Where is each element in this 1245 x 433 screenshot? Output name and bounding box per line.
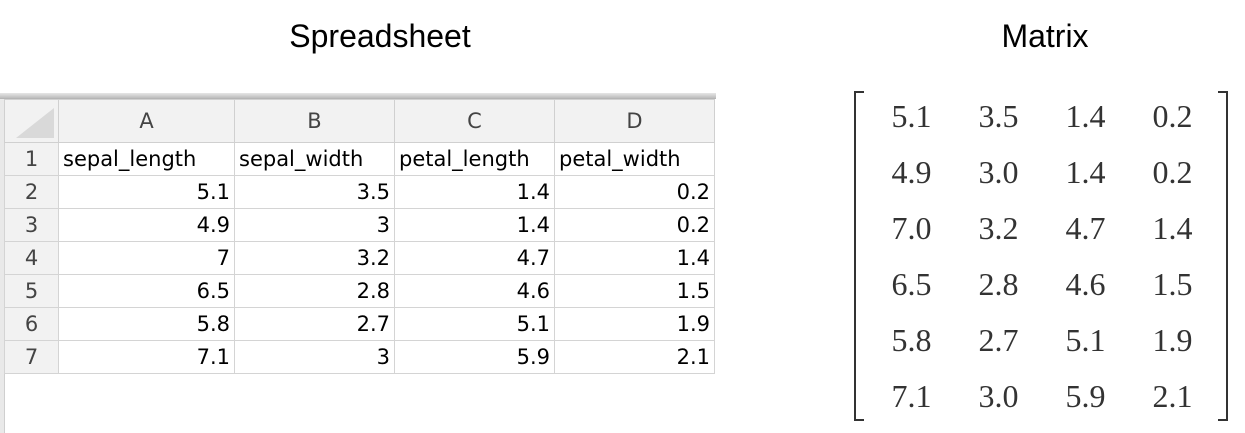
matrix-entry: 2.8 <box>978 265 1019 302</box>
cell[interactable]: sepal_width <box>234 142 395 176</box>
row-number[interactable]: 4 <box>4 241 59 275</box>
matrix-entry: 7.0 <box>891 209 932 246</box>
cell[interactable]: 5.1 <box>58 175 235 209</box>
cell[interactable]: 4.9 <box>58 208 235 242</box>
cell[interactable]: 3.5 <box>234 175 395 209</box>
cell[interactable]: 1.4 <box>394 175 555 209</box>
right-bracket <box>1218 91 1228 421</box>
cell[interactable]: 1.5 <box>554 274 715 308</box>
row-number[interactable]: 7 <box>4 340 59 374</box>
row-number[interactable]: 5 <box>4 274 59 308</box>
matrix-entry: 6.5 <box>891 265 932 302</box>
cell[interactable]: 0.2 <box>554 175 715 209</box>
cell[interactable]: 1.4 <box>554 241 715 275</box>
cell[interactable]: 5.8 <box>58 307 235 341</box>
table-row: 4 7 3.2 4.7 1.4 <box>4 241 715 275</box>
table-row: 7 7.1 3 5.9 2.1 <box>4 340 715 374</box>
cell[interactable]: 7.1 <box>58 340 235 374</box>
column-header-a[interactable]: A <box>58 99 235 143</box>
matrix-entry: 3.0 <box>978 377 1019 414</box>
matrix-entry: 5.1 <box>1065 321 1106 358</box>
matrix-entry: 5.1 <box>891 97 932 134</box>
cell[interactable]: 5.1 <box>394 307 555 341</box>
table-row: 6 5.8 2.7 5.1 1.9 <box>4 307 715 341</box>
matrix-values: 5.1 3.5 1.4 0.2 4.9 3.0 1.4 0.2 7.0 3.2 … <box>868 88 1216 424</box>
cell[interactable]: 4.6 <box>394 274 555 308</box>
matrix-entry: 2.1 <box>1152 377 1193 414</box>
row-number[interactable]: 6 <box>4 307 59 341</box>
cell[interactable]: 3 <box>234 340 395 374</box>
table-row: 3 4.9 3 1.4 0.2 <box>4 208 715 242</box>
matrix-row: 5.8 2.7 5.1 1.9 <box>868 312 1216 368</box>
matrix: 5.1 3.5 1.4 0.2 4.9 3.0 1.4 0.2 7.0 3.2 … <box>850 88 1232 422</box>
table-row: 1 sepal_length sepal_width petal_length … <box>4 142 715 176</box>
cell[interactable]: 6.5 <box>58 274 235 308</box>
cell[interactable]: 1.4 <box>394 208 555 242</box>
spreadsheet: A B C D 1 sepal_length sepal_width petal… <box>0 93 720 433</box>
matrix-entry: 3.5 <box>978 97 1019 134</box>
matrix-entry: 7.1 <box>891 377 932 414</box>
spreadsheet-grid: A B C D 1 sepal_length sepal_width petal… <box>4 99 715 374</box>
cell[interactable]: 4.7 <box>394 241 555 275</box>
matrix-entry: 5.9 <box>1065 377 1106 414</box>
matrix-row: 6.5 2.8 4.6 1.5 <box>868 256 1216 312</box>
cell[interactable]: 3.2 <box>234 241 395 275</box>
matrix-entry: 1.5 <box>1152 265 1193 302</box>
column-header-row: A B C D <box>4 99 715 143</box>
matrix-entry: 5.8 <box>891 321 932 358</box>
table-row: 2 5.1 3.5 1.4 0.2 <box>4 175 715 209</box>
cell[interactable]: petal_length <box>394 142 555 176</box>
cell[interactable]: 2.7 <box>234 307 395 341</box>
matrix-entry: 3.0 <box>978 153 1019 190</box>
matrix-entry: 1.4 <box>1152 209 1193 246</box>
matrix-entry: 4.7 <box>1065 209 1106 246</box>
matrix-entry: 0.2 <box>1152 153 1193 190</box>
matrix-row: 5.1 3.5 1.4 0.2 <box>868 88 1216 144</box>
matrix-row: 4.9 3.0 1.4 0.2 <box>868 144 1216 200</box>
matrix-entry: 4.9 <box>891 153 932 190</box>
matrix-entry: 2.7 <box>978 321 1019 358</box>
cell[interactable]: 0.2 <box>554 208 715 242</box>
matrix-heading: Matrix <box>1001 18 1089 54</box>
cell[interactable]: 3 <box>234 208 395 242</box>
matrix-row: 7.1 3.0 5.9 2.1 <box>868 368 1216 424</box>
cell[interactable]: sepal_length <box>58 142 235 176</box>
column-header-c[interactable]: C <box>394 99 555 143</box>
matrix-entry: 3.2 <box>978 209 1019 246</box>
cell[interactable]: 7 <box>58 241 235 275</box>
matrix-entry: 0.2 <box>1152 97 1193 134</box>
cell[interactable]: 2.8 <box>234 274 395 308</box>
cell[interactable]: petal_width <box>554 142 715 176</box>
matrix-entry: 1.4 <box>1065 153 1106 190</box>
matrix-entry: 1.4 <box>1065 97 1106 134</box>
row-number[interactable]: 2 <box>4 175 59 209</box>
column-header-d[interactable]: D <box>554 99 715 143</box>
select-all-corner[interactable] <box>4 99 59 143</box>
sheet-top-border <box>0 93 716 99</box>
cell[interactable]: 5.9 <box>394 340 555 374</box>
matrix-entry: 4.6 <box>1065 265 1106 302</box>
cell[interactable]: 1.9 <box>554 307 715 341</box>
matrix-row: 7.0 3.2 4.7 1.4 <box>868 200 1216 256</box>
spreadsheet-heading: Spreadsheet <box>289 18 471 54</box>
matrix-entry: 1.9 <box>1152 321 1193 358</box>
row-number[interactable]: 3 <box>4 208 59 242</box>
column-header-b[interactable]: B <box>234 99 395 143</box>
corner-triangle-icon <box>16 108 54 138</box>
cell[interactable]: 2.1 <box>554 340 715 374</box>
row-number[interactable]: 1 <box>4 142 59 176</box>
left-bracket <box>854 91 864 421</box>
table-row: 5 6.5 2.8 4.6 1.5 <box>4 274 715 308</box>
